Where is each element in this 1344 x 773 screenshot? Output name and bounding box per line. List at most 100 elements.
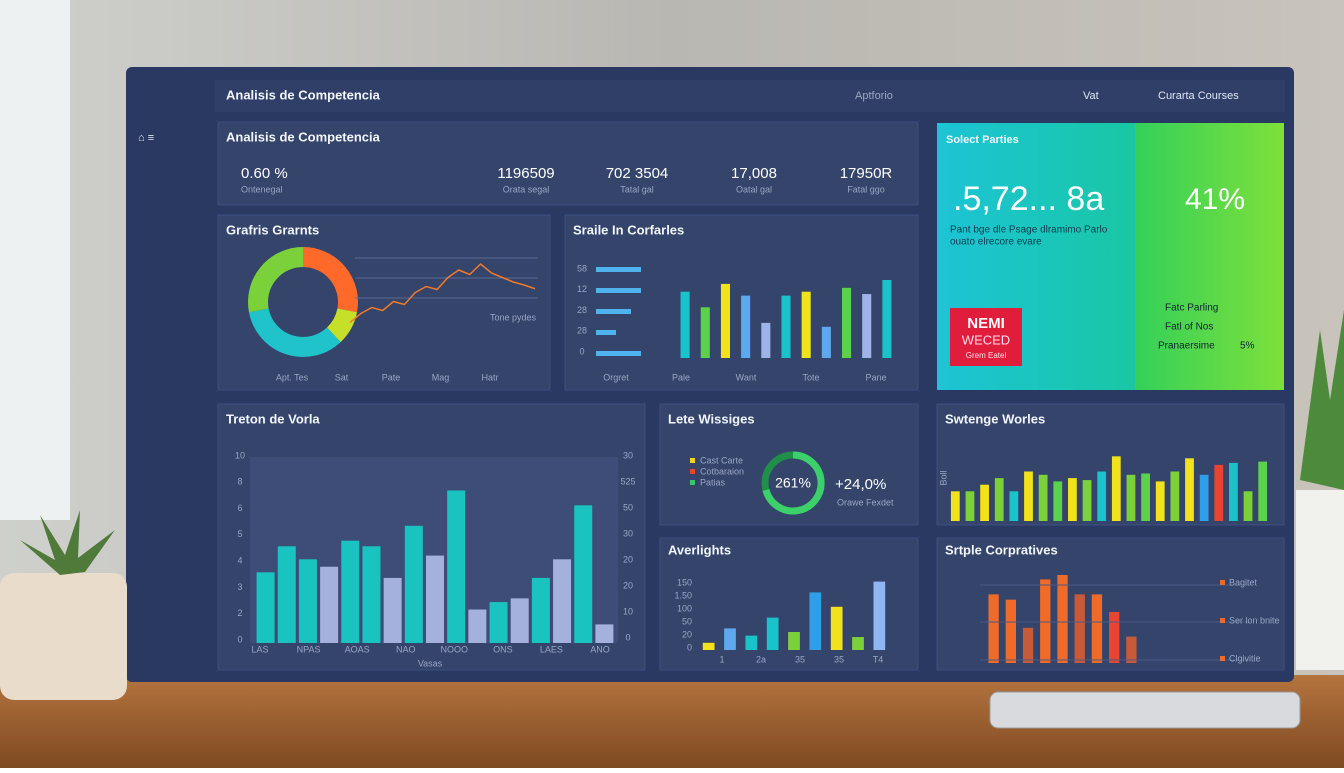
bar bbox=[320, 566, 339, 643]
bar bbox=[1214, 464, 1224, 521]
panel bbox=[217, 214, 551, 391]
hbar bbox=[596, 351, 641, 356]
header-bar bbox=[215, 80, 1285, 112]
panel-title: Srtple Corpratives bbox=[945, 542, 1058, 557]
x-tick-label: Apt. Tes bbox=[276, 372, 309, 382]
y-tick-label: 12 bbox=[577, 284, 587, 294]
panel-title: Swtenge Worles bbox=[945, 411, 1045, 426]
phone bbox=[989, 691, 1301, 729]
stat-value: 17950R bbox=[840, 165, 893, 182]
y-tick-label: 30 bbox=[623, 450, 633, 460]
y-tick-label: 8 bbox=[237, 477, 242, 487]
stat-value: 0.60 % bbox=[241, 165, 288, 182]
bar bbox=[1057, 575, 1068, 663]
bar bbox=[994, 478, 1004, 521]
ring bbox=[762, 451, 825, 515]
y-tick-label: 58 bbox=[577, 263, 587, 273]
panel-title: Treton de Vorla bbox=[226, 411, 320, 426]
bar bbox=[950, 491, 960, 521]
ring-label: 261% bbox=[775, 475, 811, 491]
bar bbox=[1082, 480, 1092, 521]
header-title: Analisis de Competencia bbox=[226, 87, 381, 102]
badge-text: Grem Eatel bbox=[966, 351, 1007, 360]
bar bbox=[988, 594, 999, 663]
stat-label: Oatal gal bbox=[736, 184, 772, 194]
header-center[interactable]: Aptforio bbox=[855, 90, 893, 102]
y-tick-label: 0 bbox=[579, 346, 584, 356]
bar bbox=[781, 295, 791, 358]
axis-title: Vasas bbox=[418, 658, 443, 668]
bar bbox=[862, 294, 872, 358]
bar bbox=[489, 602, 508, 643]
bar bbox=[1258, 461, 1268, 521]
promo-row: Fatl of Nos bbox=[1165, 322, 1213, 333]
x-tick-label: LAS bbox=[251, 644, 268, 654]
bar bbox=[1068, 478, 1077, 521]
stat-label: Fatal ggo bbox=[847, 184, 885, 194]
x-tick-label: Want bbox=[736, 372, 757, 382]
bar bbox=[1022, 627, 1034, 663]
bar bbox=[965, 491, 975, 521]
legend-label: Cotbaraion bbox=[700, 466, 744, 476]
bar bbox=[1097, 471, 1107, 521]
y-tick-label: 20 bbox=[623, 580, 633, 590]
bar bbox=[1053, 481, 1063, 521]
legend-label: Patias bbox=[700, 477, 726, 487]
bar bbox=[1229, 462, 1238, 521]
stat-label: Ontenegal bbox=[241, 184, 283, 194]
x-tick-label: Pate bbox=[382, 372, 401, 382]
bar bbox=[1243, 491, 1253, 521]
panel bbox=[936, 403, 1285, 526]
bar bbox=[510, 598, 529, 643]
stat-value: 702 3504 bbox=[606, 165, 669, 182]
bar bbox=[745, 635, 758, 650]
hbar bbox=[596, 288, 641, 293]
promo-row-value: 5% bbox=[1240, 341, 1255, 352]
y-tick-label: 3 bbox=[237, 582, 242, 592]
x-tick-label: NPAS bbox=[297, 644, 321, 654]
bar bbox=[830, 606, 843, 650]
bar bbox=[788, 632, 800, 650]
y-tick-label: 0 bbox=[625, 632, 630, 642]
bar bbox=[724, 628, 736, 650]
bar bbox=[553, 559, 572, 643]
y-tick-label: 28 bbox=[577, 326, 587, 336]
bar bbox=[821, 326, 831, 358]
stat-label: Tatal gal bbox=[620, 184, 654, 194]
y-tick-label: 20 bbox=[623, 554, 633, 564]
x-tick-label: 35 bbox=[834, 654, 844, 664]
bar bbox=[1126, 636, 1137, 663]
plant bbox=[1300, 310, 1344, 490]
y-tick-label: 1.50 bbox=[674, 590, 692, 600]
bar bbox=[1199, 474, 1209, 521]
header-menu[interactable]: Vat bbox=[1083, 90, 1099, 102]
y-tick-label: 5 bbox=[237, 529, 242, 539]
x-tick-label: NOOO bbox=[441, 644, 469, 654]
panel-title: Averlights bbox=[668, 542, 731, 557]
badge-text: NEMI bbox=[967, 315, 1005, 332]
promo-big: .5,72... 8a bbox=[953, 180, 1104, 218]
axis-title: Boll bbox=[938, 470, 948, 485]
y-tick-label: 50 bbox=[682, 616, 692, 626]
bar bbox=[1111, 456, 1121, 521]
bar bbox=[341, 540, 360, 643]
donut-segment bbox=[326, 308, 358, 343]
y-tick-label: 20 bbox=[682, 629, 692, 639]
bar bbox=[809, 592, 822, 650]
bar bbox=[1126, 474, 1136, 521]
bar bbox=[882, 280, 892, 358]
window bbox=[0, 0, 70, 520]
y-tick-label: 10 bbox=[623, 606, 633, 616]
sidebar-icon[interactable]: ⌂ ≡ bbox=[138, 132, 154, 144]
bar bbox=[741, 295, 751, 358]
delta: +24,0% bbox=[835, 476, 886, 493]
promo-title: Solect Parties bbox=[946, 134, 1019, 146]
header-link[interactable]: Curarta Courses bbox=[1158, 90, 1239, 102]
legend-swatch bbox=[690, 458, 695, 463]
bar bbox=[1141, 473, 1150, 521]
stat-value: 17,008 bbox=[731, 165, 777, 182]
promo-text: ouato elrecore evare bbox=[950, 237, 1042, 248]
bar bbox=[1024, 471, 1033, 521]
x-tick-label: Sat bbox=[335, 372, 349, 382]
